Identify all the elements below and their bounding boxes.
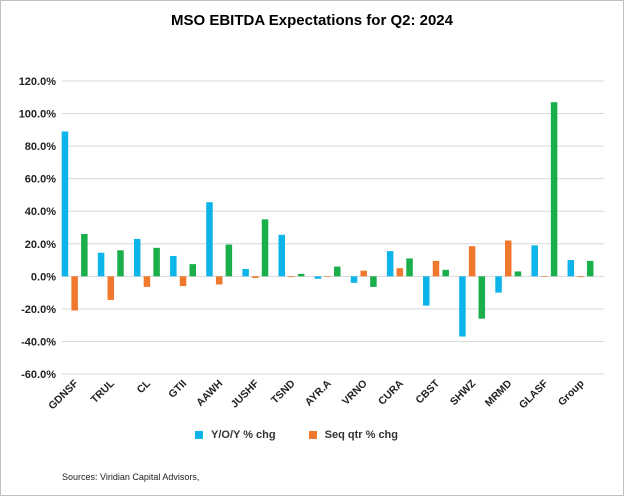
- bar-AYR.A-series0: [314, 276, 322, 279]
- bar-TRUL-series1: [107, 276, 115, 300]
- y-tick-label: 60.0%: [25, 174, 56, 186]
- bar-MRMD-series1: [504, 240, 512, 277]
- bar-VRNO-series1: [360, 270, 367, 277]
- bar-MRMD-series0: [495, 276, 502, 293]
- y-tick-label: 80.0%: [25, 141, 56, 153]
- bar-JUSHF-series0: [242, 269, 249, 277]
- legend-swatch-yoy: [195, 431, 203, 439]
- bar-AAWH-series1: [215, 276, 223, 285]
- bar-GDNSF-series0: [61, 131, 69, 277]
- source-note: Sources: Viridian Capital Advisors,: [62, 472, 200, 482]
- bar-GTII-series2: [189, 264, 196, 277]
- legend-label-seq: Seq qtr % chg: [324, 429, 398, 441]
- x-tick-label: AAWH: [194, 378, 225, 409]
- bar-VRNO-series0: [350, 276, 358, 283]
- bar-TRUL-series2: [117, 250, 124, 277]
- bar-CURA-series2: [406, 258, 413, 277]
- y-tick-label: 40.0%: [25, 206, 56, 218]
- bar-CURA-series1: [396, 268, 404, 277]
- bar-CL-series1: [143, 276, 151, 287]
- x-tick-label: Group: [556, 378, 587, 409]
- x-tick-label: SHWZ: [448, 377, 479, 408]
- bar-TSND-series1: [288, 276, 295, 278]
- x-tick-label: VRNO: [340, 378, 370, 408]
- x-tick-label: CL: [135, 377, 154, 396]
- x-tick-label: GTII: [166, 378, 189, 401]
- x-tick-label: CBST: [413, 377, 442, 406]
- bar-Group-series1: [577, 276, 584, 278]
- bar-GDNSF-series1: [71, 276, 78, 311]
- y-tick-label: -20.0%: [21, 304, 56, 316]
- x-tick-label: TRUL: [89, 377, 118, 406]
- y-tick-label: -40.0%: [21, 336, 56, 348]
- bar-CURA-series0: [386, 251, 394, 277]
- bar-CL-series2: [153, 247, 160, 277]
- x-tick-label: MRMD: [483, 377, 515, 409]
- bar-SHWZ-series1: [468, 246, 476, 277]
- bar-SHWZ-series0: [459, 276, 466, 337]
- bar-TSND-series0: [278, 234, 285, 277]
- legend-swatch-seq: [308, 431, 317, 439]
- x-tick-label: GLASF: [517, 377, 551, 411]
- bar-CBST-series2: [442, 269, 449, 277]
- chart-title: MSO EBITDA Expectations for Q2: 2024: [170, 12, 453, 29]
- y-tick-label: 20.0%: [25, 239, 56, 251]
- bar-TRUL-series0: [97, 252, 105, 277]
- bar-AAWH-series2: [225, 244, 233, 277]
- bar-TSND-series2: [297, 273, 305, 277]
- y-tick-label: 100.0%: [19, 109, 57, 121]
- bar-AYR.A-series2: [334, 266, 341, 277]
- y-tick-label: 0.0%: [31, 271, 56, 283]
- x-tick-label: CURA: [376, 377, 406, 407]
- bar-AAWH-series0: [206, 202, 213, 277]
- bar-GTII-series0: [170, 255, 177, 277]
- legend-item-seq: Seq qtr % chg: [308, 429, 398, 441]
- chart-legend: Y/O/Y % chg Seq qtr % chg: [195, 429, 428, 442]
- bar-GLASF-series2: [550, 102, 558, 277]
- bar-CL-series0: [133, 238, 141, 277]
- legend-label-yoy: Y/O/Y % chg: [211, 429, 276, 441]
- y-tick-label: -60.0%: [21, 369, 56, 381]
- bar-JUSHF-series2: [261, 219, 269, 277]
- x-tick-label: AYR.A: [303, 377, 334, 408]
- x-tick-label: JUSHF: [229, 377, 262, 410]
- x-tick-label: GDNSF: [46, 377, 81, 412]
- legend-item-yoy: Y/O/Y % chg: [195, 429, 276, 441]
- bar-GTII-series1: [179, 276, 187, 287]
- bar-JUSHF-series1: [252, 276, 259, 278]
- bar-AYR.A-series1: [324, 276, 331, 277]
- bar-CBST-series0: [423, 276, 430, 306]
- bar-GDNSF-series2: [81, 234, 88, 277]
- bar-GLASF-series1: [541, 276, 548, 277]
- x-tick-label: TSND: [269, 377, 298, 406]
- bar-CBST-series1: [432, 260, 440, 277]
- bar-Group-series0: [567, 260, 575, 277]
- bar-MRMD-series2: [514, 271, 522, 277]
- y-tick-label: 120.0%: [19, 76, 57, 88]
- bar-VRNO-series2: [370, 276, 377, 287]
- bar-SHWZ-series2: [478, 276, 486, 319]
- bar-GLASF-series0: [531, 245, 538, 277]
- bar-Group-series2: [586, 260, 594, 277]
